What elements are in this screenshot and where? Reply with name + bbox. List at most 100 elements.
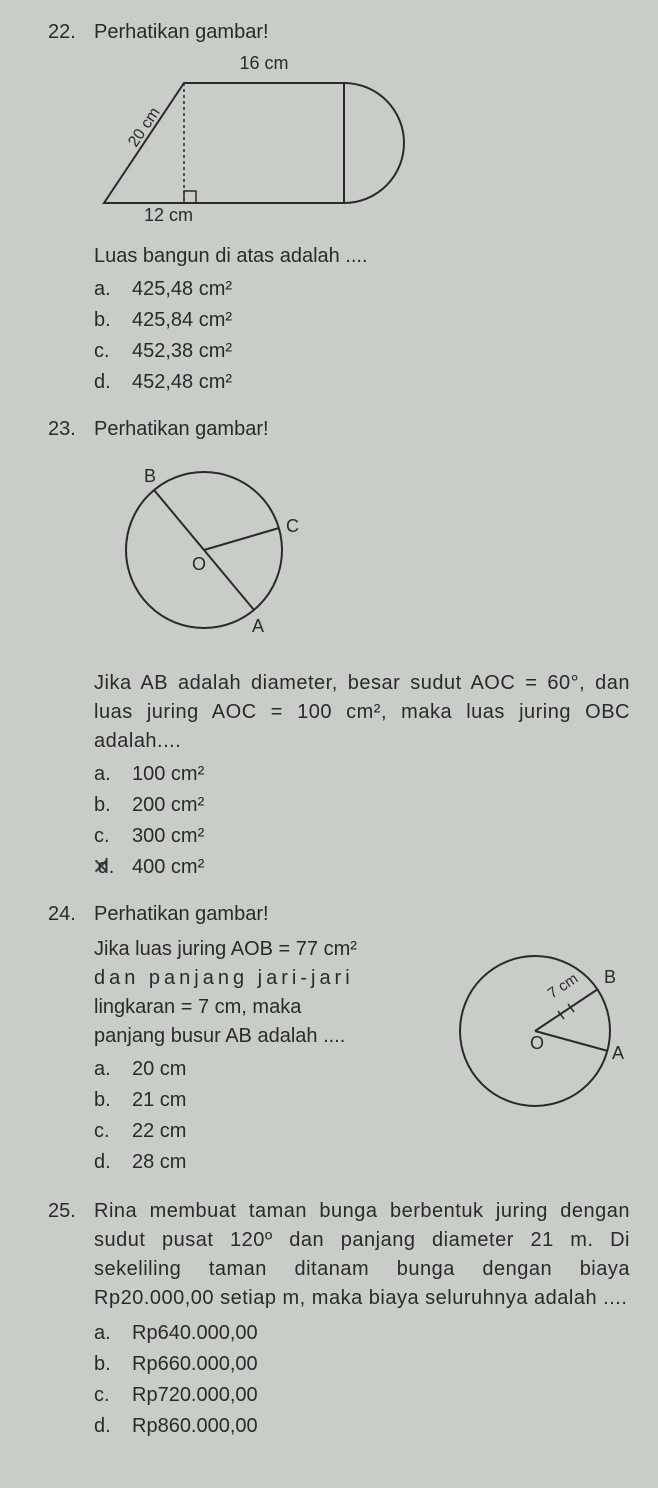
option-letter: c. [94, 1381, 118, 1410]
q23-option-d: d. 400 cm² [94, 853, 630, 882]
option-letter: a. [94, 1055, 118, 1084]
option-text: Rp860.000,00 [132, 1412, 258, 1441]
q23-stem2: Jika AB adalah diameter, besar sudut AOC… [94, 669, 630, 756]
q25-header: 25. Rina membuat taman bunga berbentuk j… [48, 1197, 630, 1313]
q23-number: 23. [48, 415, 84, 444]
q23-label-a: A [252, 616, 264, 636]
q22-number: 22. [48, 18, 84, 47]
q22-body: 16 cm 20 cm 12 cm Luas bangun di atas ad… [94, 53, 630, 397]
q24-number: 24. [48, 900, 84, 929]
option-letter: c. [94, 1117, 118, 1146]
q24-label-b: B [604, 967, 616, 987]
option-text: 20 cm [132, 1055, 186, 1084]
option-text: Rp640.000,00 [132, 1319, 258, 1348]
option-letter: a. [94, 275, 118, 304]
question-25: 25. Rina membuat taman bunga berbentuk j… [48, 1197, 630, 1441]
q23-radius-oc [204, 528, 279, 550]
q23-label-o: O [192, 554, 206, 574]
option-letter: b. [94, 791, 118, 820]
question-22: 22. Perhatikan gambar! 16 cm 20 cm 12 cm [48, 18, 630, 397]
q24-label-a: A [612, 1043, 624, 1063]
option-text: 200 cm² [132, 791, 204, 820]
q22-bottom-label: 12 cm [144, 205, 193, 223]
q25-option-b: b. Rp660.000,00 [94, 1350, 630, 1379]
q25-option-a: a. Rp640.000,00 [94, 1319, 630, 1348]
q24-circle-svg: B O A 7 cm [440, 941, 630, 1121]
q24-figure: B O A 7 cm [440, 941, 630, 1130]
option-text: 400 cm² [132, 853, 204, 882]
q24-line3: lingkaran = 7 cm, maka [94, 993, 430, 1022]
q23-label-b: B [144, 466, 156, 486]
option-letter: c. [94, 337, 118, 366]
q23-header: 23. Perhatikan gambar! [48, 415, 630, 444]
q22-option-b: b. 425,84 cm² [94, 306, 630, 335]
q22-figure: 16 cm 20 cm 12 cm [94, 53, 630, 232]
q24-radius-oa [535, 1031, 608, 1051]
q24-label-r: 7 cm [545, 970, 581, 1002]
q25-stem: Rina membuat taman bunga berbentuk jurin… [94, 1197, 630, 1313]
question-23: 23. Perhatikan gambar! B C O A Jika AB a… [48, 415, 630, 882]
q24-option-a: a. 20 cm [94, 1055, 430, 1084]
option-text: 21 cm [132, 1086, 186, 1115]
option-letter: a. [94, 760, 118, 789]
q24-options: a. 20 cm b. 21 cm c. 22 cm d. 28 cm [94, 1055, 430, 1177]
q22-title: Perhatikan gambar! [94, 18, 630, 47]
option-text: 300 cm² [132, 822, 204, 851]
option-letter: d. [94, 1412, 118, 1441]
q24-content-wrap: Jika luas juring AOB = 77 cm² dan panjan… [94, 935, 630, 1179]
option-letter: d. [94, 368, 118, 397]
q22-top-label: 16 cm [239, 53, 288, 73]
option-letter: d. [94, 1148, 118, 1177]
option-text: Rp720.000,00 [132, 1381, 258, 1410]
q23-body: B C O A Jika AB adalah diameter, besar s… [94, 450, 630, 882]
option-text: 100 cm² [132, 760, 204, 789]
q25-option-d: d. Rp860.000,00 [94, 1412, 630, 1441]
q24-radius-ob [535, 989, 598, 1031]
q22-semicircle [344, 83, 404, 203]
q25-body: a. Rp640.000,00 b. Rp660.000,00 c. Rp720… [94, 1319, 630, 1441]
q22-option-a: a. 425,48 cm² [94, 275, 630, 304]
option-letter-struck: d. [94, 853, 118, 882]
question-24: 24. Perhatikan gambar! Jika luas juring … [48, 900, 630, 1179]
q24-line1: Jika luas juring AOB = 77 cm² [94, 935, 430, 964]
q24-body: Jika luas juring AOB = 77 cm² dan panjan… [94, 935, 630, 1179]
option-letter: c. [94, 822, 118, 851]
q24-option-c: c. 22 cm [94, 1117, 430, 1146]
q24-label-o: O [530, 1033, 544, 1053]
q22-stem2: Luas bangun di atas adalah .... [94, 242, 630, 271]
q22-option-c: c. 452,38 cm² [94, 337, 630, 366]
option-text: 452,48 cm² [132, 368, 232, 397]
q23-circle-svg: B C O A [94, 450, 314, 650]
q22-header: 22. Perhatikan gambar! [48, 18, 630, 47]
q23-options: a. 100 cm² b. 200 cm² c. 300 cm² d. 400 … [94, 760, 630, 882]
q22-right-angle-icon [184, 191, 196, 203]
option-letter: b. [94, 1350, 118, 1379]
q25-option-c: c. Rp720.000,00 [94, 1381, 630, 1410]
option-text: Rp660.000,00 [132, 1350, 258, 1379]
q23-label-c: C [286, 516, 299, 536]
option-text: 425,84 cm² [132, 306, 232, 335]
q24-line2: dan panjang jari-jari [94, 964, 430, 993]
option-letter: a. [94, 1319, 118, 1348]
q23-option-a: a. 100 cm² [94, 760, 630, 789]
q23-figure: B C O A [94, 450, 630, 659]
option-text: 28 cm [132, 1148, 186, 1177]
q24-option-b: b. 21 cm [94, 1086, 430, 1115]
q23-option-c: c. 300 cm² [94, 822, 630, 851]
q22-option-d: d. 452,48 cm² [94, 368, 630, 397]
q24-option-d: d. 28 cm [94, 1148, 430, 1177]
q25-number: 25. [48, 1197, 84, 1313]
q24-line4: panjang busur AB adalah .... [94, 1022, 430, 1051]
option-letter: b. [94, 306, 118, 335]
q25-options: a. Rp640.000,00 b. Rp660.000,00 c. Rp720… [94, 1319, 630, 1441]
q23-title: Perhatikan gambar! [94, 415, 630, 444]
q24-text-block: Jika luas juring AOB = 77 cm² dan panjan… [94, 935, 430, 1179]
option-text: 425,48 cm² [132, 275, 232, 304]
q22-options: a. 425,48 cm² b. 425,84 cm² c. 452,38 cm… [94, 275, 630, 397]
q23-option-b: b. 200 cm² [94, 791, 630, 820]
q24-title: Perhatikan gambar! [94, 900, 630, 929]
q24-header: 24. Perhatikan gambar! [48, 900, 630, 929]
option-text: 22 cm [132, 1117, 186, 1146]
option-text: 452,38 cm² [132, 337, 232, 366]
option-letter: b. [94, 1086, 118, 1115]
